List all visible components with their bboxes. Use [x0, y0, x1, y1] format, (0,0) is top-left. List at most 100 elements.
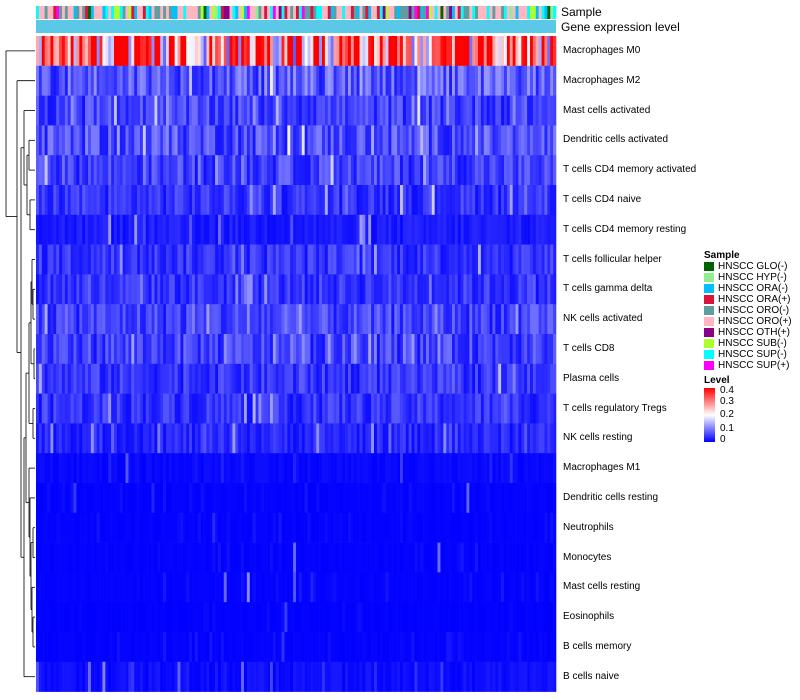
heatmap-cell: [44, 95, 48, 126]
heatmap-cell: [200, 185, 204, 216]
heatmap-cell: [501, 65, 505, 96]
heatmap-cell: [62, 423, 66, 454]
heatmap-cell: [301, 453, 305, 484]
heatmap-cell: [362, 632, 366, 663]
heatmap-cell: [547, 304, 551, 335]
heatmap-cell: [466, 542, 470, 573]
heatmap-cell: [298, 453, 303, 484]
heatmap-cell: [76, 572, 80, 603]
heatmap-cell: [374, 304, 378, 335]
heatmap-cell: [336, 632, 340, 663]
heatmap-cell: [166, 423, 170, 454]
heatmap-cell: [376, 65, 381, 96]
heatmap-cell: [206, 393, 210, 424]
heatmap-cell: [382, 185, 386, 216]
heatmap-cell: [93, 155, 97, 186]
heatmap-cell: [261, 185, 265, 216]
heatmap-cell: [293, 244, 297, 275]
heatmap-cell: [258, 453, 262, 484]
heatmap-cell: [244, 274, 248, 305]
heatmap-cell: [148, 274, 152, 305]
heatmap-cell: [524, 155, 528, 186]
heatmap-cell: [426, 423, 430, 454]
heatmap-cell: [541, 423, 545, 454]
heatmap-cell: [550, 334, 554, 365]
heatmap-cell: [365, 572, 369, 603]
heatmap-cell: [478, 542, 482, 573]
heatmap-cell: [41, 214, 45, 245]
heatmap-cell: [145, 423, 149, 454]
heatmap-cell: [114, 244, 118, 275]
heatmap-cell: [192, 602, 196, 633]
heatmap-cell: [359, 185, 363, 216]
heatmap-cell: [527, 423, 531, 454]
heatmap-cell: [96, 512, 100, 543]
heatmap-cell: [322, 423, 326, 454]
heatmap-cell: [417, 125, 421, 156]
heatmap-cell: [376, 95, 381, 126]
heatmap-cell: [319, 632, 323, 663]
heatmap-cell: [379, 185, 383, 216]
heatmap-cell: [142, 95, 147, 126]
heatmap-cell: [128, 125, 132, 156]
heatmap-cell: [151, 214, 155, 245]
heatmap-cell: [480, 334, 485, 365]
heatmap-cell: [275, 185, 279, 216]
heatmap-cell: [460, 155, 464, 186]
heatmap-cell: [336, 542, 340, 573]
heatmap-cell: [67, 65, 71, 96]
sample-annotation-cell: [154, 6, 158, 19]
heatmap-cell: [177, 334, 181, 365]
legend-item: HNSCC ORO(-): [704, 305, 798, 316]
heatmap-cell: [431, 95, 435, 126]
heatmap-cell: [206, 423, 210, 454]
heatmap-cell: [148, 185, 152, 216]
heatmap-cell: [116, 453, 121, 484]
heatmap-cell: [426, 214, 430, 245]
heatmap-cell: [67, 36, 71, 67]
heatmap-cell: [417, 542, 421, 573]
heatmap-cell: [272, 65, 277, 96]
heatmap-cell: [267, 512, 271, 543]
heatmap-cell: [541, 214, 545, 245]
sample-annotation-cell: [333, 6, 337, 19]
heatmap-cell: [264, 542, 268, 573]
heatmap-cell: [186, 512, 190, 543]
heatmap-cell: [489, 125, 493, 156]
heatmap-cell: [397, 304, 401, 335]
heatmap-cell: [134, 274, 138, 305]
heatmap-cell: [440, 36, 444, 67]
heatmap-cell: [261, 65, 265, 96]
heatmap-cell: [232, 125, 236, 156]
heatmap-cell: [356, 244, 360, 275]
heatmap-cell: [391, 155, 395, 186]
heatmap-cell: [38, 334, 43, 365]
heatmap-cell: [376, 423, 381, 454]
heatmap-cell: [73, 334, 77, 365]
heatmap-cell: [244, 214, 248, 245]
heatmap-cell: [356, 393, 360, 424]
heatmap-cell: [197, 542, 201, 573]
heatmap-cell: [480, 602, 485, 633]
heatmap-cell: [50, 572, 54, 603]
heatmap-cell: [492, 512, 496, 543]
heatmap-cell: [330, 274, 334, 305]
heatmap-cell: [353, 572, 357, 603]
heatmap-cell: [284, 363, 288, 394]
heatmap-cell: [264, 214, 268, 245]
heatmap-cell: [272, 542, 277, 573]
heatmap-cell: [82, 244, 86, 275]
heatmap-cell: [515, 304, 519, 335]
heatmap-cell: [486, 334, 490, 365]
heatmap-cell: [238, 483, 242, 514]
heatmap-cell: [252, 512, 256, 543]
heatmap-cell: [504, 185, 508, 216]
heatmap-cell: [509, 155, 513, 186]
heatmap-cell: [420, 36, 424, 67]
heatmap-cell: [322, 602, 326, 633]
heatmap-cell: [82, 393, 86, 424]
heatmap-cell: [281, 483, 285, 514]
heatmap-cell: [420, 453, 424, 484]
heatmap-cell: [203, 363, 207, 394]
heatmap-cell: [105, 36, 109, 67]
